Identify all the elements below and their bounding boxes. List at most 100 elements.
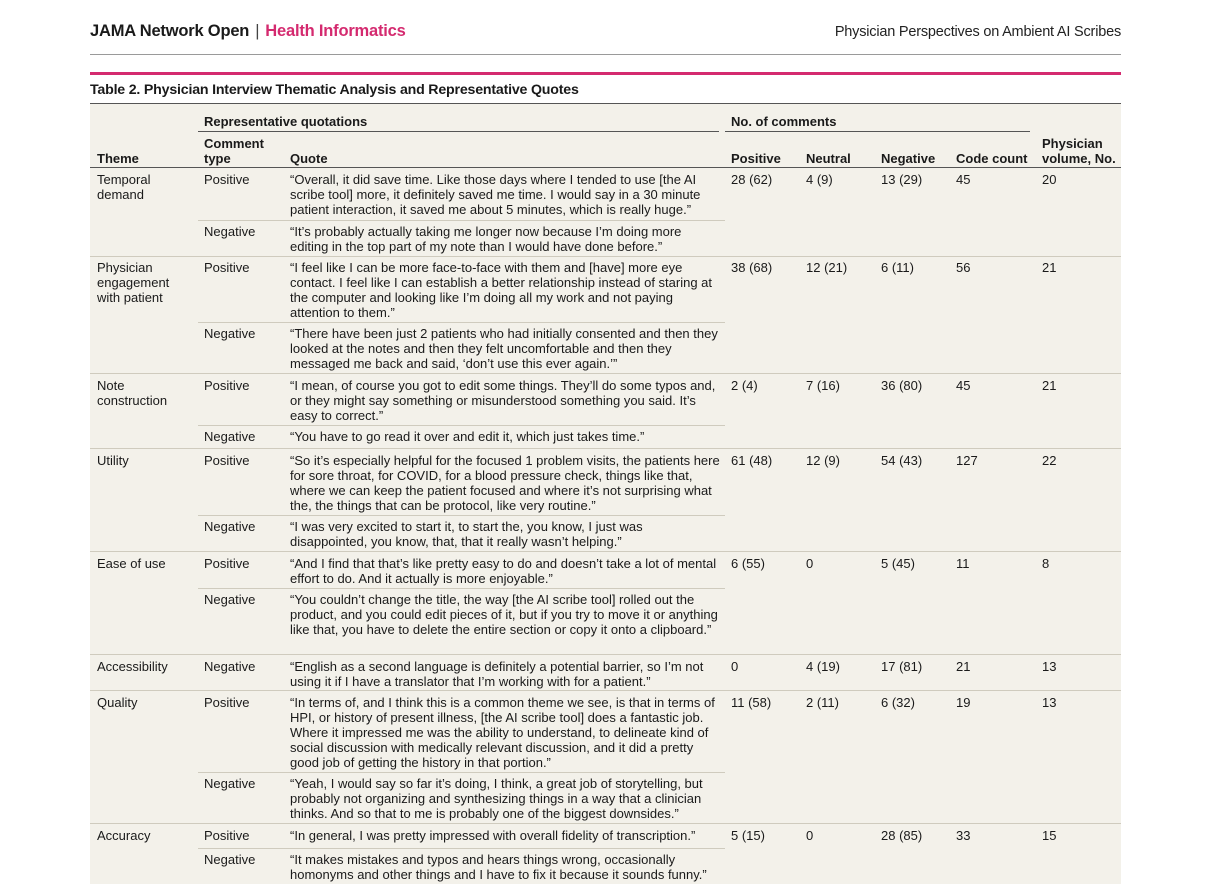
col-header-positive: Positive <box>731 151 781 166</box>
code-count-cell: 11 <box>956 556 970 571</box>
group-rule-comments <box>725 131 1030 132</box>
quote-cell: “So it’s especially helpful for the focu… <box>290 453 720 513</box>
quote-separator <box>198 848 725 849</box>
col-header-physician-volume: Physician volume, No. <box>1042 136 1116 166</box>
physician-volume-cell: 8 <box>1042 556 1050 571</box>
caption-accent-rule <box>90 72 1121 75</box>
code-count-cell: 45 <box>956 378 971 393</box>
comment-type-cell: Negative <box>204 659 256 674</box>
theme-separator <box>90 551 1121 552</box>
code-count-cell: 19 <box>956 695 971 710</box>
theme-cell: Accessibility <box>97 659 168 674</box>
comment-type-cell: Positive <box>204 378 250 393</box>
quote-separator <box>198 322 725 323</box>
neutral-count-cell: 0 <box>806 556 814 571</box>
comment-type-cell: Negative <box>204 429 256 444</box>
code-count-cell: 56 <box>956 260 971 275</box>
positive-count-cell: 61 (48) <box>731 453 773 468</box>
table-caption-text: Table 2. Physician Interview Thematic An… <box>90 82 579 98</box>
physician-volume-cell: 22 <box>1042 453 1057 468</box>
code-count-cell: 127 <box>956 453 978 468</box>
journal-name: JAMA Network Open <box>90 22 250 40</box>
table-caption: Table 2. Physician Interview Thematic An… <box>90 80 1121 104</box>
quote-separator <box>198 588 725 589</box>
comment-type-cell: Positive <box>204 172 250 187</box>
physician-volume-cell: 20 <box>1042 172 1057 187</box>
theme-cell: Quality <box>97 695 138 710</box>
negative-count-cell: 54 (43) <box>881 453 923 468</box>
theme-cell: Note construction <box>97 378 168 408</box>
comment-type-cell: Positive <box>204 828 250 843</box>
positive-count-cell: 28 (62) <box>731 172 773 187</box>
quote-cell: “Overall, it did save time. Like those d… <box>290 172 701 217</box>
theme-separator <box>90 654 1121 655</box>
theme-separator <box>90 448 1121 449</box>
theme-cell: Ease of use <box>97 556 166 571</box>
quote-separator <box>198 772 725 773</box>
quote-cell: “And I find that that’s like pretty easy… <box>290 556 717 586</box>
positive-count-cell: 2 (4) <box>731 378 758 393</box>
positive-count-cell: 11 (58) <box>731 695 772 710</box>
positive-count-cell: 6 (55) <box>731 556 765 571</box>
negative-count-cell: 13 (29) <box>881 172 923 187</box>
page-header: JAMA Network Open | Health Informatics Phy… <box>90 20 1121 55</box>
physician-volume-cell: 13 <box>1042 659 1057 674</box>
quote-cell: “It’s probably actually taking me longer… <box>290 224 682 254</box>
quote-separator <box>198 425 725 426</box>
physician-volume-cell: 15 <box>1042 828 1057 843</box>
neutral-count-cell: 12 (9) <box>806 453 840 468</box>
journal-title: JAMA Network Open | Health Informatics <box>90 22 406 41</box>
col-header-negative: Negative <box>881 151 936 166</box>
negative-count-cell: 6 (11) <box>881 260 914 275</box>
quote-cell: “Yeah, I would say so far it’s doing, I … <box>290 776 703 821</box>
physician-volume-cell: 21 <box>1042 260 1057 275</box>
header-separator: | <box>255 22 260 40</box>
theme-cell: Physician engagement with patient <box>97 260 170 305</box>
running-title: Physician Perspectives on Ambient AI Scr… <box>834 24 1121 40</box>
theme-separator <box>90 690 1121 691</box>
col-header-theme: Theme <box>97 151 139 166</box>
quote-separator <box>198 515 725 516</box>
quote-cell: “In terms of, and I think this is a comm… <box>290 695 715 770</box>
neutral-count-cell: 4 (19) <box>806 659 840 674</box>
quote-cell: “English as a second language is definit… <box>290 659 704 689</box>
neutral-count-cell: 4 (9) <box>806 172 833 187</box>
quote-cell: “I feel like I can be more face-to-face … <box>290 260 713 320</box>
negative-count-cell: 5 (45) <box>881 556 915 571</box>
comment-type-cell: Positive <box>204 556 250 571</box>
col-header-comment-type: Comment type <box>204 136 264 166</box>
group-header-comments: No. of comments <box>731 114 837 129</box>
comment-type-cell: Negative <box>204 519 256 534</box>
table-background <box>90 104 1121 884</box>
group-header-quotations: Representative quotations <box>204 114 368 129</box>
comment-type-cell: Negative <box>204 224 256 239</box>
quote-separator <box>198 220 725 221</box>
positive-count-cell: 5 (15) <box>731 828 765 843</box>
neutral-count-cell: 7 (16) <box>806 378 840 393</box>
comment-type-cell: Positive <box>204 260 250 275</box>
comment-type-cell: Negative <box>204 592 256 607</box>
header-rule <box>90 167 1121 168</box>
comment-type-cell: Negative <box>204 776 256 791</box>
code-count-cell: 21 <box>956 659 971 674</box>
theme-separator <box>90 256 1121 257</box>
code-count-cell: 33 <box>956 828 971 843</box>
positive-count-cell: 0 <box>731 659 739 674</box>
neutral-count-cell: 2 (11) <box>806 695 839 710</box>
quote-cell: “There have been just 2 patients who had… <box>290 326 718 371</box>
comment-type-cell: Negative <box>204 326 256 341</box>
positive-count-cell: 38 (68) <box>731 260 773 275</box>
quote-cell: “It makes mistakes and typos and hears t… <box>290 852 707 882</box>
section-name: Health Informatics <box>265 22 406 40</box>
code-count-cell: 45 <box>956 172 971 187</box>
negative-count-cell: 36 (80) <box>881 378 923 393</box>
theme-cell: Utility <box>97 453 129 468</box>
theme-separator <box>90 373 1121 374</box>
comment-type-cell: Positive <box>204 695 250 710</box>
quote-cell: “I mean, of course you got to edit some … <box>290 378 716 423</box>
quote-cell: “I was very excited to start it, to star… <box>290 519 643 549</box>
physician-volume-cell: 13 <box>1042 695 1057 710</box>
group-rule-quotations <box>198 131 719 132</box>
theme-cell: Accuracy <box>97 828 151 843</box>
theme-separator <box>90 823 1121 824</box>
